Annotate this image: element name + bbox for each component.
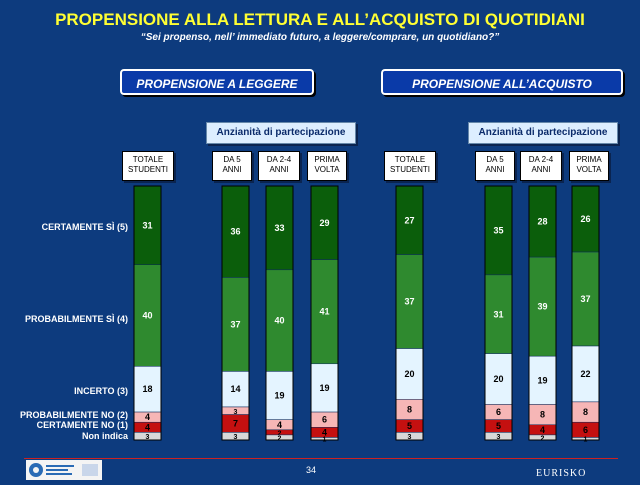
data-label: 40	[142, 311, 152, 321]
subgroup-label-acquisto: Anzianità di partecipazione	[468, 122, 618, 144]
data-label: 8	[583, 407, 588, 417]
data-label: 2	[541, 435, 545, 442]
bar-segment-certamente-si	[221, 185, 250, 278]
column-header: PRIMA VOLTA	[569, 151, 609, 181]
bar-outline	[133, 185, 162, 441]
bar-segment-probabilmente-si	[310, 259, 339, 365]
data-label: 3	[497, 434, 501, 441]
data-label: 19	[537, 375, 547, 385]
bar-segment-incerto	[221, 371, 250, 408]
data-label: 4	[540, 425, 545, 435]
column-header: DA 2-4 ANNI	[520, 151, 562, 181]
data-label: 4	[277, 420, 282, 430]
subgroup-label-leggere: Anzianità di partecipazione	[206, 122, 356, 144]
row-label-probabilmente-no: PROBABILMENTE NO (2)	[20, 410, 128, 420]
page-number: 34	[306, 465, 317, 475]
data-label: 28	[537, 217, 547, 227]
brand-logo: EURISKO	[536, 468, 587, 479]
data-label: 7	[233, 418, 238, 428]
data-label: 3	[234, 409, 238, 416]
data-label: 33	[274, 223, 284, 233]
data-label: 18	[142, 384, 152, 394]
bar-segment-probabilmente-si	[571, 251, 600, 347]
data-label: 6	[496, 407, 501, 417]
footer-divider	[24, 458, 618, 459]
data-label: 29	[319, 218, 329, 228]
data-label: 2	[278, 430, 282, 437]
column-header: DA 5 ANNI	[475, 151, 515, 181]
data-label: 8	[540, 410, 545, 420]
bar-segment-incerto	[528, 355, 557, 405]
bar-outline	[310, 185, 339, 441]
data-label: 8	[407, 405, 412, 415]
section-propensione-acquisto: PROPENSIONE ALL’ACQUISTO	[381, 69, 623, 95]
row-label-certamente-no: CERTAMENTE NO (1)	[36, 420, 128, 430]
sponsor-logo	[26, 460, 102, 480]
bar-segment-certamente-si	[528, 185, 557, 258]
bar-segment-incerto	[484, 353, 513, 405]
data-label: 31	[493, 309, 503, 319]
data-label: 20	[493, 374, 503, 384]
bar-segment-incerto	[571, 345, 600, 403]
data-label: 26	[580, 214, 590, 224]
column-header: DA 5 ANNI	[212, 151, 252, 181]
row-label-non-indica: Non indica	[81, 431, 128, 441]
bar-outline	[484, 185, 513, 441]
data-label: 3	[408, 434, 412, 441]
bar-segment-probabilmente-si	[265, 269, 294, 372]
data-label: 4	[145, 422, 150, 432]
data-label: 20	[404, 369, 414, 379]
data-label: 19	[319, 383, 329, 393]
data-label: 36	[230, 227, 240, 237]
data-label: 39	[537, 302, 547, 312]
data-label: 37	[230, 319, 240, 329]
data-label: 4	[145, 412, 150, 422]
data-label: 6	[583, 425, 588, 435]
bar-outline	[265, 185, 294, 441]
data-label: 19	[274, 391, 284, 401]
data-label: 3	[146, 434, 150, 441]
bar-outline	[528, 185, 557, 441]
column-header: TOTALE STUDENTI	[122, 151, 174, 181]
bar-outline	[395, 185, 424, 441]
bar-segment-incerto	[265, 371, 294, 420]
data-label: 31	[142, 220, 152, 230]
data-label: 5	[496, 421, 501, 431]
bar-segment-certamente-si	[133, 185, 162, 265]
section-propensione-leggere: PROPENSIONE A LEGGERE	[120, 69, 314, 95]
chart-title: PROPENSIONE ALLA LETTURA E ALL’ACQUISTO …	[55, 10, 585, 29]
bar-outline	[571, 185, 600, 441]
data-label: 37	[580, 294, 590, 304]
column-header: DA 2-4 ANNI	[258, 151, 300, 181]
column-header: TOTALE STUDENTI	[384, 151, 436, 181]
bar-segment-probabilmente-si	[528, 256, 557, 357]
bar-segment-probabilmente-si	[395, 254, 424, 349]
bar-outline	[221, 185, 250, 441]
column-header: PRIMA VOLTA	[307, 151, 347, 181]
chart-subtitle: “Sei propenso, nell’ immediato futuro, a…	[140, 32, 500, 43]
data-label: 2	[278, 435, 282, 442]
data-label: 27	[404, 215, 414, 225]
bar-segment-incerto	[310, 363, 339, 413]
data-label: 14	[230, 384, 240, 394]
data-label: 5	[407, 421, 412, 431]
bar-segment-probabilmente-si	[221, 277, 250, 372]
data-label: 37	[404, 297, 414, 307]
data-label: 3	[234, 434, 238, 441]
row-label-probabilmente-si: PROBABILMENTE SÌ (4)	[24, 314, 128, 324]
data-label: 40	[274, 316, 284, 326]
data-label: 41	[319, 307, 329, 317]
row-label-certamente-si: CERTAMENTE SÌ (5)	[41, 222, 128, 232]
data-label: 22	[580, 369, 590, 379]
bar-segment-certamente-si	[265, 185, 294, 271]
data-label: 4	[322, 427, 327, 437]
row-label-incerto: INCERTO (3)	[74, 386, 128, 396]
data-label: 35	[493, 225, 503, 235]
data-label: 6	[322, 415, 327, 425]
